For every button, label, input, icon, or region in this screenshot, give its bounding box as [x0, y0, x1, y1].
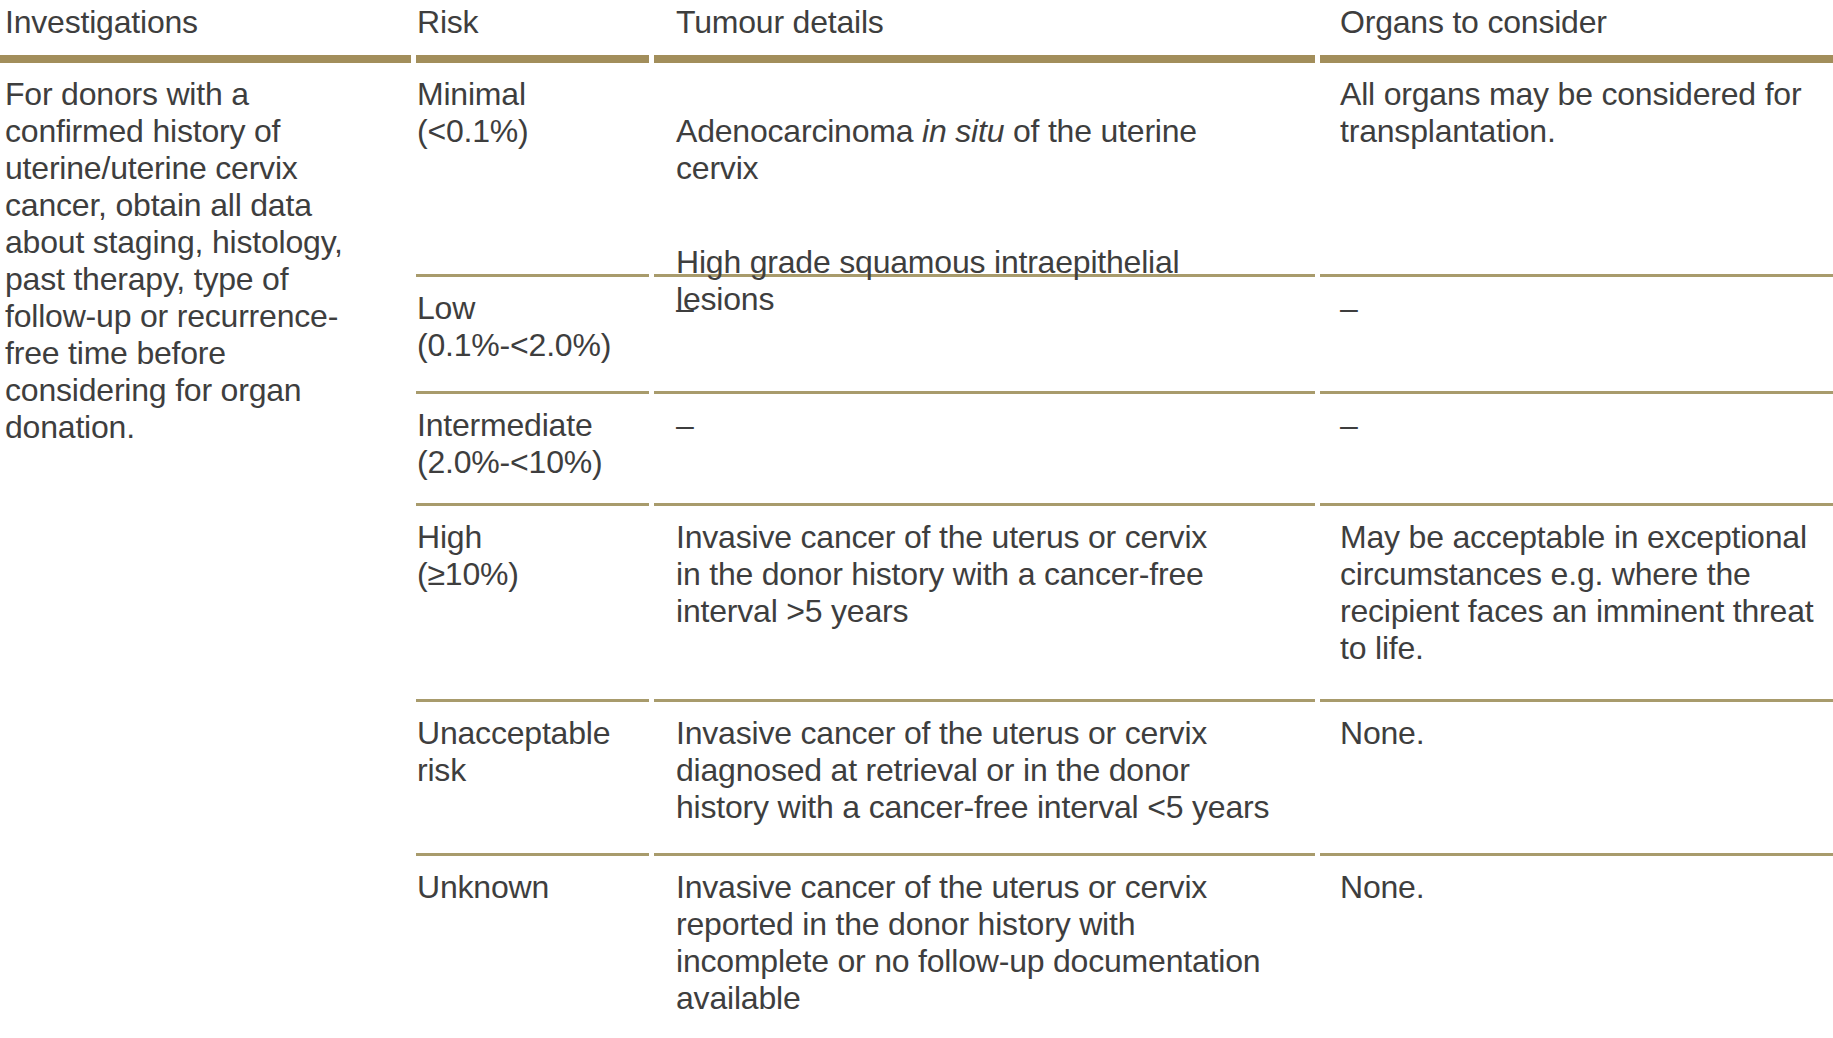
tumour-paragraph-1: Adenocarcinoma in situ of the uterine ce…: [676, 113, 1315, 187]
risk-cell-minimal: Minimal (<0.1%): [416, 63, 649, 277]
risk-cell-low: Low (0.1%-<2.0%): [416, 277, 649, 394]
tumour-cell-unacceptable: Invasive cancer of the uterus or cervix …: [654, 702, 1315, 856]
tumour-text-in-situ: in situ: [922, 113, 1004, 149]
organs-cell-high: May be acceptable in exceptional circums…: [1320, 506, 1833, 702]
risk-cell-high: High (≥10%): [416, 506, 649, 702]
investigations-note: For donors with a confirmed history of u…: [0, 63, 411, 1038]
organs-cell-unknown: None.: [1320, 856, 1833, 1038]
tumour-cell-intermediate: –: [654, 394, 1315, 506]
tumour-cell-unknown: Invasive cancer of the uterus or cervix …: [654, 856, 1315, 1038]
tumour-cell-low: –: [654, 277, 1315, 394]
column-header-risk: Risk: [416, 0, 649, 63]
risk-cell-unacceptable: Unacceptable risk: [416, 702, 649, 856]
organs-cell-minimal: All organs may be considered for transpl…: [1320, 63, 1833, 277]
organs-cell-intermediate: –: [1320, 394, 1833, 506]
column-header-organs-to-consider: Organs to consider: [1320, 0, 1833, 63]
tumour-cell-high: Invasive cancer of the uterus or cervix …: [654, 506, 1315, 702]
column-header-investigations: Investigations: [0, 0, 411, 63]
tumour-cell-minimal: Adenocarcinoma in situ of the uterine ce…: [654, 63, 1315, 277]
risk-assessment-table: Investigations Risk Tumour details Organ…: [0, 0, 1833, 1038]
tumour-text-before: Adenocarcinoma: [676, 113, 922, 149]
risk-cell-intermediate: Intermediate (2.0%-<10%): [416, 394, 649, 506]
risk-cell-unknown: Unknown: [416, 856, 649, 1038]
organs-cell-low: –: [1320, 277, 1833, 394]
column-header-tumour-details: Tumour details: [654, 0, 1315, 63]
organs-cell-unacceptable: None.: [1320, 702, 1833, 856]
